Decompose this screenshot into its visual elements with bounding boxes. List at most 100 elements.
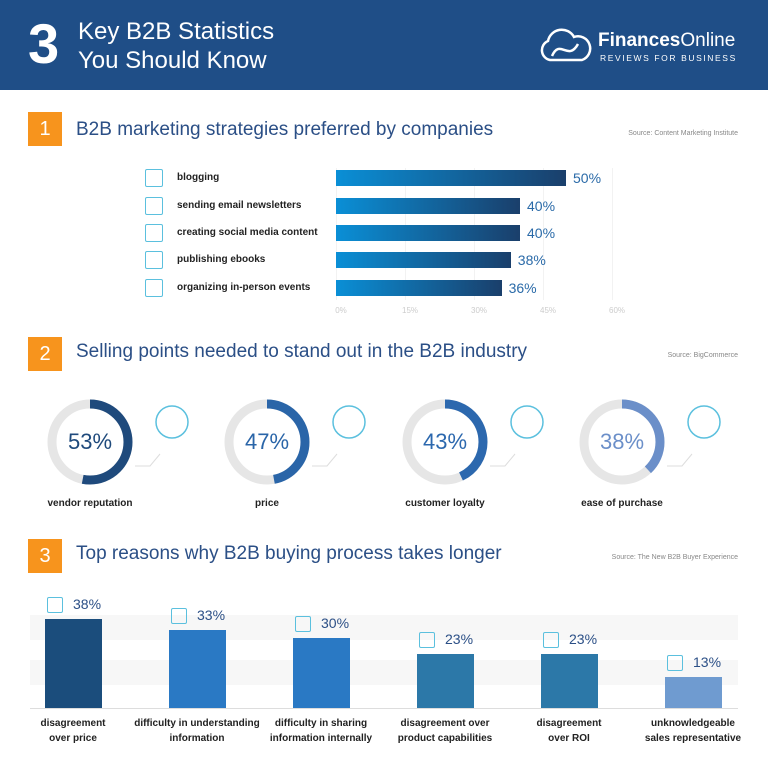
bar	[417, 653, 474, 708]
bar-value: 23%	[569, 630, 598, 647]
connector-line	[490, 453, 516, 467]
grid-band	[30, 615, 738, 640]
bar-label-line: information internally	[269, 733, 373, 744]
bar	[45, 618, 102, 708]
section-3-title: Top reasons why B2B buying process takes…	[76, 543, 502, 564]
tick-label: 60%	[608, 306, 626, 315]
donut-label: customer loyalty	[405, 498, 485, 509]
section-2-title: Selling points needed to stand out in th…	[76, 341, 528, 362]
baseline	[30, 708, 738, 709]
connector-line	[135, 453, 161, 467]
bar-value: 30%	[321, 614, 350, 631]
bar-label: organizing in-person events	[177, 282, 311, 293]
bar	[336, 280, 502, 296]
gridline	[543, 168, 544, 300]
bar-label-line: sales representative	[644, 733, 742, 744]
bar-label-line: difficulty in sharing	[274, 718, 368, 729]
price-tag-icon	[332, 405, 366, 439]
section-2-number: 2	[28, 337, 62, 371]
donut-segment	[47, 399, 133, 485]
bar	[336, 225, 520, 241]
ebook-icon	[145, 251, 163, 269]
section-3-number: 3	[28, 539, 62, 573]
checklist-icon	[419, 631, 435, 648]
header-banner	[0, 0, 768, 90]
section-1-number: 1	[28, 112, 62, 146]
coins-icon	[543, 631, 559, 648]
bar-label-line: over price	[49, 733, 97, 744]
section-2-source: Source: BigCommerce	[667, 352, 738, 359]
donut-segment	[579, 399, 665, 485]
connector-line	[312, 453, 338, 467]
email-newsletter-icon	[145, 197, 163, 215]
selling-points-donuts	[47, 399, 721, 485]
bar-label: disagreement over ROI	[504, 716, 634, 746]
bar-label-line: over ROI	[548, 733, 590, 744]
bar-value: 13%	[693, 654, 722, 671]
bar	[541, 653, 598, 708]
connector-line	[667, 453, 693, 467]
network-share-icon	[295, 615, 311, 632]
bar	[665, 677, 722, 708]
header-title-line1: Key B2B Statistics	[78, 18, 275, 45]
header-number: 3	[28, 12, 60, 75]
header-title-line2: You Should Know	[78, 47, 267, 74]
logo-tagline: REVIEWS FOR BUSINESS	[600, 53, 737, 63]
donut-segment	[224, 399, 310, 485]
bar	[293, 637, 350, 708]
bar	[336, 198, 520, 214]
bar-value: 38%	[73, 595, 102, 612]
bar-label-line: product capabilities	[397, 733, 493, 744]
bar-label: difficulty in sharing information interna…	[256, 716, 386, 746]
bar-label: creating social media content	[177, 227, 318, 238]
bar	[169, 630, 226, 708]
bar-value: 33%	[197, 607, 226, 624]
sales-rep-icon	[667, 655, 683, 672]
bar-label-line: unknowledgeable	[651, 718, 735, 729]
bar-label-line: difficulty in understanding	[134, 718, 260, 729]
donut-label: price	[255, 498, 279, 509]
donut-value: 47%	[244, 429, 290, 454]
bar-value: 40%	[527, 198, 556, 214]
section-1-title: B2B marketing strategies preferred by co…	[76, 119, 494, 140]
event-icon	[145, 279, 163, 297]
bar-label-line: information	[169, 733, 225, 744]
donut-value: 53%	[67, 429, 113, 454]
bar-label: sending email newsletters	[177, 200, 302, 211]
bar-label-line: disagreement over	[400, 718, 490, 729]
bar-value: 36%	[508, 280, 537, 296]
social-media-icon	[145, 224, 163, 242]
bar-label: disagreement over price	[8, 716, 138, 746]
donut-value: 38%	[599, 429, 645, 454]
gridline	[612, 168, 613, 300]
tick-label: 45%	[539, 306, 557, 315]
blog-icon	[145, 169, 163, 187]
bar-label-line: disagreement	[536, 718, 602, 729]
tick-label: 0%	[335, 306, 347, 315]
mobile-shopping-icon	[687, 405, 721, 439]
donut-segment	[402, 399, 488, 485]
tick-label: 15%	[401, 306, 419, 315]
bar-label: disagreement over product capabilities	[380, 716, 510, 746]
bar-label: unknowledgeable sales representative	[628, 716, 758, 746]
bar-value: 40%	[527, 225, 556, 241]
bar-value: 50%	[573, 170, 602, 186]
grid-band	[30, 660, 738, 685]
donut-label: ease of purchase	[581, 498, 663, 509]
bar	[336, 170, 566, 186]
donut-label: vendor reputation	[47, 498, 133, 509]
bar	[336, 252, 511, 268]
bar-value: 23%	[445, 630, 474, 647]
tick-label: 30%	[470, 306, 488, 315]
bar-label-line: disagreement	[40, 718, 106, 729]
bar-value: 38%	[517, 252, 546, 268]
section-3-source: Source: The New B2B Buyer Experience	[611, 554, 738, 561]
customer-heart-icon	[510, 405, 544, 439]
bar-label: blogging	[177, 172, 220, 183]
donut-value: 43%	[422, 429, 468, 454]
cloud-logo-icon	[540, 28, 592, 62]
hourglass-chat-icon	[171, 608, 187, 625]
logo-name: FinancesOnline	[598, 30, 736, 51]
price-dispute-icon	[47, 596, 63, 613]
section-1-source: Source: Content Marketing Institute	[628, 130, 738, 137]
